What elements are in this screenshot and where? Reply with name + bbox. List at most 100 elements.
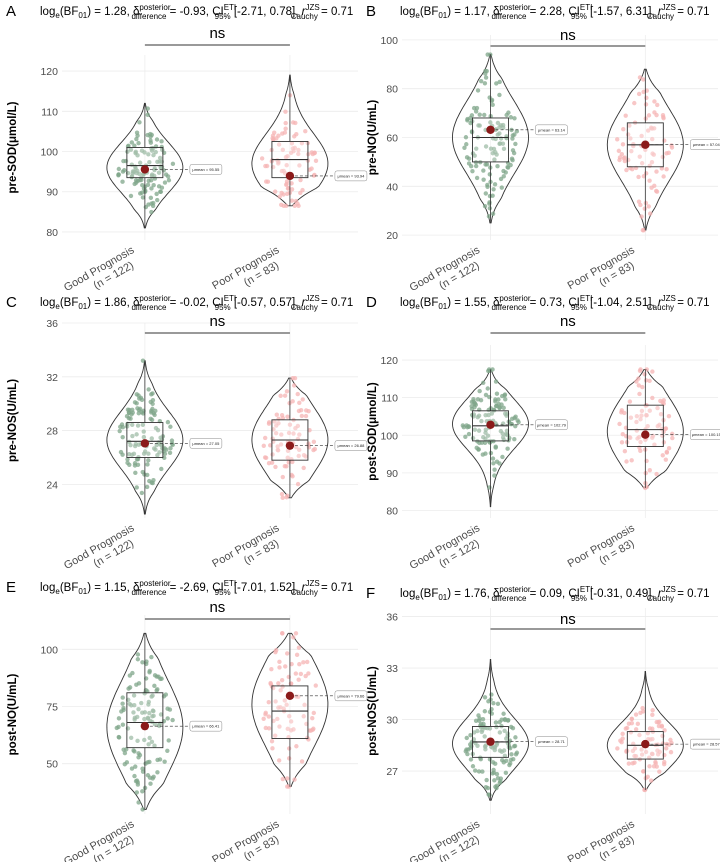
data-point <box>279 491 285 497</box>
title-part: JZS <box>662 294 676 303</box>
data-point <box>617 157 622 163</box>
data-point <box>157 155 163 161</box>
data-point <box>155 757 160 763</box>
data-point <box>654 112 659 118</box>
group-good-prognosis: μmean = 28.71 <box>452 659 568 801</box>
data-point <box>159 466 164 472</box>
title-part: = 0.71 <box>318 6 354 18</box>
data-point <box>502 753 508 758</box>
data-point <box>162 446 167 451</box>
title-part: posterior <box>139 294 170 303</box>
group-good-prognosis: μmean = 63.14 <box>452 52 568 224</box>
data-point <box>475 743 480 748</box>
data-point <box>647 178 652 183</box>
data-point <box>501 711 506 716</box>
data-point <box>131 748 136 753</box>
data-point <box>653 761 658 766</box>
title-part: JZS <box>662 3 676 12</box>
data-point <box>138 191 143 196</box>
data-point <box>641 769 646 774</box>
data-point <box>149 186 154 191</box>
data-point <box>482 204 488 209</box>
data-point <box>487 206 493 211</box>
data-point <box>140 789 145 794</box>
data-point <box>155 197 160 203</box>
data-point <box>479 729 484 735</box>
data-point <box>155 770 160 775</box>
data-point <box>511 744 517 749</box>
data-point <box>668 749 674 755</box>
data-point <box>166 178 172 183</box>
data-point <box>294 131 299 137</box>
data-point <box>514 750 520 755</box>
title-part: log <box>40 297 55 309</box>
title-part: 01 <box>78 302 87 311</box>
title-part: Cauchy <box>291 12 318 21</box>
data-point <box>466 431 472 437</box>
box <box>126 692 164 749</box>
data-point <box>494 391 500 396</box>
data-point <box>481 380 486 386</box>
data-point <box>493 720 499 725</box>
data-point <box>472 768 478 773</box>
mean-label-box <box>535 419 568 431</box>
data-point <box>643 200 649 206</box>
data-point <box>275 716 280 722</box>
data-point <box>127 701 132 707</box>
data-point <box>647 468 653 473</box>
data-point <box>148 138 153 143</box>
data-points <box>615 705 674 793</box>
data-point <box>156 674 161 679</box>
data-point <box>150 693 155 698</box>
data-point <box>162 759 167 764</box>
data-point <box>622 448 628 454</box>
title-part: ETI <box>580 585 592 594</box>
data-point <box>269 460 275 465</box>
title-part: difference <box>491 303 527 312</box>
data-point <box>129 140 135 145</box>
data-point <box>291 149 296 154</box>
data-point <box>130 433 135 439</box>
data-point <box>490 211 496 216</box>
data-point <box>622 158 628 164</box>
data-point <box>650 712 655 718</box>
data-point <box>313 158 319 164</box>
data-point <box>489 411 495 416</box>
data-point <box>275 448 281 453</box>
data-point <box>479 440 485 445</box>
mean-label-box <box>690 139 720 150</box>
data-point <box>661 440 667 445</box>
data-point <box>642 206 647 211</box>
mean-label: μmean = 57.04 <box>693 142 720 147</box>
title-part: = 0.71 <box>318 297 354 309</box>
title-part: ) = 1.55, δ <box>447 297 499 309</box>
group-good-prognosis: μmean = 27.05 <box>106 358 223 515</box>
data-point <box>272 130 277 135</box>
data-point <box>270 136 275 141</box>
data-point <box>664 167 669 172</box>
data-point <box>491 700 496 706</box>
data-point <box>299 759 305 764</box>
data-point <box>487 95 492 100</box>
data-point <box>657 769 662 774</box>
data-point <box>491 187 496 192</box>
mean-label: μmean = 100.15 <box>692 432 720 437</box>
title-part: e <box>55 302 60 311</box>
mean-point <box>140 721 150 731</box>
data-point <box>149 392 154 397</box>
data-point <box>485 433 491 438</box>
data-point <box>650 395 655 401</box>
data-point <box>654 471 659 477</box>
title-part: = 0.71 <box>674 588 710 600</box>
data-point <box>498 428 504 434</box>
panel-letter: F <box>366 585 375 602</box>
data-point <box>288 728 294 733</box>
data-point <box>286 674 292 680</box>
data-point <box>283 664 288 669</box>
data-point <box>286 430 292 436</box>
data-point <box>149 408 154 414</box>
title-part: (BF <box>60 6 79 18</box>
data-point <box>284 162 289 168</box>
